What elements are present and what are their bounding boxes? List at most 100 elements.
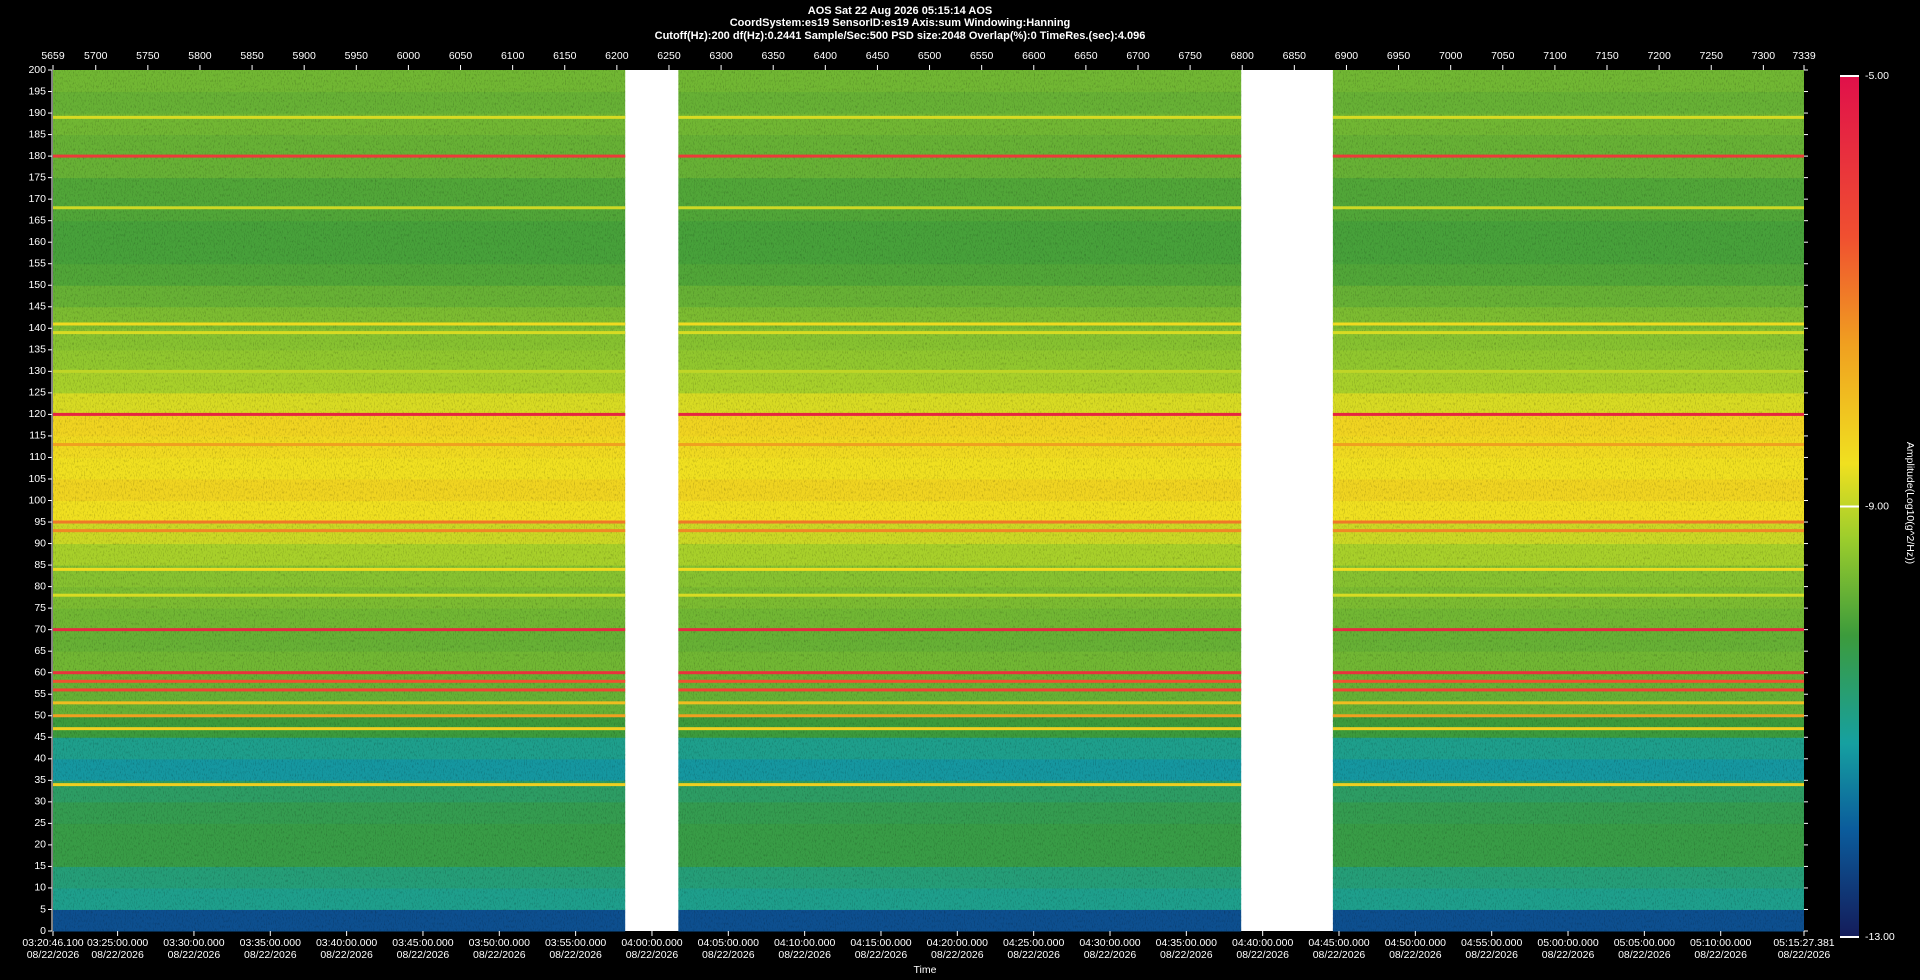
y-tick-label: 45 <box>34 731 46 743</box>
tonal-line <box>53 443 626 447</box>
date-tick-label: 08/22/2026 <box>702 949 755 961</box>
x-tick-label: 6550 <box>970 50 994 62</box>
y-tick-label: 160 <box>28 236 46 248</box>
y-tick-label: 195 <box>28 85 46 97</box>
x-tick-label: 6400 <box>814 50 838 62</box>
y-tick-label: 110 <box>29 451 46 463</box>
tonal-line <box>678 783 1242 787</box>
time-tick-label: 03:25:00.000 <box>87 937 148 949</box>
y-tick-label: 40 <box>34 753 46 765</box>
time-tick-label: 05:15:27.381 <box>1773 937 1834 949</box>
time-tick-label: 03:35:00.000 <box>240 937 301 949</box>
tonal-line <box>678 701 1242 705</box>
tonal-line <box>678 628 1242 632</box>
y-tick-label: 145 <box>28 301 46 313</box>
x-tick-label: 7339 <box>1792 50 1816 62</box>
y-tick-label: 90 <box>34 537 46 549</box>
tonal-line <box>1332 520 1804 524</box>
date-tick-label: 08/22/2026 <box>931 949 984 961</box>
tonal-line <box>53 529 626 533</box>
y-tick-label: 165 <box>28 214 46 226</box>
x-tick-label: 6950 <box>1387 50 1411 62</box>
date-tick-label: 08/22/2026 <box>1465 949 1518 961</box>
y-tick-label: 55 <box>34 688 46 700</box>
y-tick-label: 175 <box>28 171 46 183</box>
y-tick-label: 125 <box>28 387 46 399</box>
colorbar-tick-label: -13.00 <box>1865 931 1895 943</box>
time-tick-label: 05:00:00.000 <box>1537 937 1598 949</box>
y-tick-label: 100 <box>28 494 46 506</box>
time-tick-label: 04:45:00.000 <box>1308 937 1369 949</box>
date-tick-label: 08/22/2026 <box>1778 949 1831 961</box>
tonal-line <box>1332 688 1804 692</box>
tonal-line <box>678 331 1242 335</box>
y-tick-label: 135 <box>28 344 46 356</box>
y-tick-label: 50 <box>34 710 46 722</box>
x-tick-label: 6100 <box>501 50 525 62</box>
date-tick-label: 08/22/2026 <box>168 949 221 961</box>
tonal-line <box>53 714 626 718</box>
tonal-line <box>1332 628 1804 632</box>
x-tick-label: 5659 <box>41 50 65 62</box>
y-tick-label: 180 <box>28 150 46 162</box>
x-tick-label: 6650 <box>1074 50 1098 62</box>
time-tick-label: 04:10:00.000 <box>774 937 835 949</box>
y-tick-label: 65 <box>34 645 46 657</box>
tonal-line <box>53 688 626 692</box>
x-tick-label: 6600 <box>1022 50 1046 62</box>
tonal-line <box>678 206 1242 210</box>
tonal-line <box>1332 154 1804 158</box>
time-tick-label: 04:30:00.000 <box>1079 937 1140 949</box>
tonal-line <box>53 322 626 326</box>
y-tick-label: 80 <box>34 580 46 592</box>
date-tick-label: 08/22/2026 <box>244 949 297 961</box>
tonal-line <box>53 593 626 597</box>
tonal-line <box>678 688 1242 692</box>
y-tick-label: 0 <box>40 925 46 937</box>
x-tick-label: 7300 <box>1752 50 1776 62</box>
tonal-line <box>53 412 626 416</box>
tonal-line <box>1332 206 1804 210</box>
tonal-line <box>678 369 1242 373</box>
y-tick-label: 120 <box>28 408 46 420</box>
chart-info: Cutoff(Hz):200 df(Hz):0.2441 Sample/Sec:… <box>655 30 1146 42</box>
tonal-line <box>678 115 1242 119</box>
y-tick-label: 70 <box>34 623 46 635</box>
date-tick-label: 08/22/2026 <box>626 949 679 961</box>
x-tick-label: 5800 <box>188 50 212 62</box>
y-tick-label: 150 <box>28 279 46 291</box>
date-tick-label: 08/22/2026 <box>549 949 602 961</box>
y-tick-label: 115 <box>29 430 46 442</box>
x-tick-label: 7050 <box>1491 50 1515 62</box>
chart-title: AOS Sat 22 Aug 2026 05:15:14 AOS <box>808 5 992 17</box>
time-tick-label: 05:10:00.000 <box>1690 937 1751 949</box>
tonal-line <box>678 443 1242 447</box>
y-tick-label: 105 <box>28 473 46 485</box>
y-tick-label: 25 <box>34 817 46 829</box>
data-segment <box>678 70 1242 932</box>
date-tick-label: 08/22/2026 <box>1084 949 1137 961</box>
date-tick-label: 08/22/2026 <box>320 949 373 961</box>
date-tick-label: 08/22/2026 <box>397 949 450 961</box>
colorbar-tick-label: -5.00 <box>1865 70 1889 82</box>
x-tick-label: 6800 <box>1231 50 1255 62</box>
time-tick-label: 04:50:00.000 <box>1385 937 1446 949</box>
date-tick-label: 08/22/2026 <box>91 949 144 961</box>
y-tick-label: 190 <box>28 107 46 119</box>
tonal-line <box>678 529 1242 533</box>
tonal-line <box>53 783 626 787</box>
tonal-line <box>678 593 1242 597</box>
x-tick-label: 6450 <box>866 50 890 62</box>
y-tick-label: 10 <box>34 882 46 894</box>
x-tick-label: 5950 <box>345 50 369 62</box>
tonal-line <box>1332 529 1804 533</box>
tonal-line <box>53 671 626 675</box>
x-tick-label: 6250 <box>657 50 681 62</box>
tonal-line <box>1332 567 1804 571</box>
tonal-line <box>678 679 1242 683</box>
noise-texture <box>678 70 1242 931</box>
tonal-line <box>53 206 626 210</box>
y-tick-label: 95 <box>34 516 46 528</box>
y-tick-label: 200 <box>28 64 46 76</box>
data-segment <box>1332 70 1804 932</box>
